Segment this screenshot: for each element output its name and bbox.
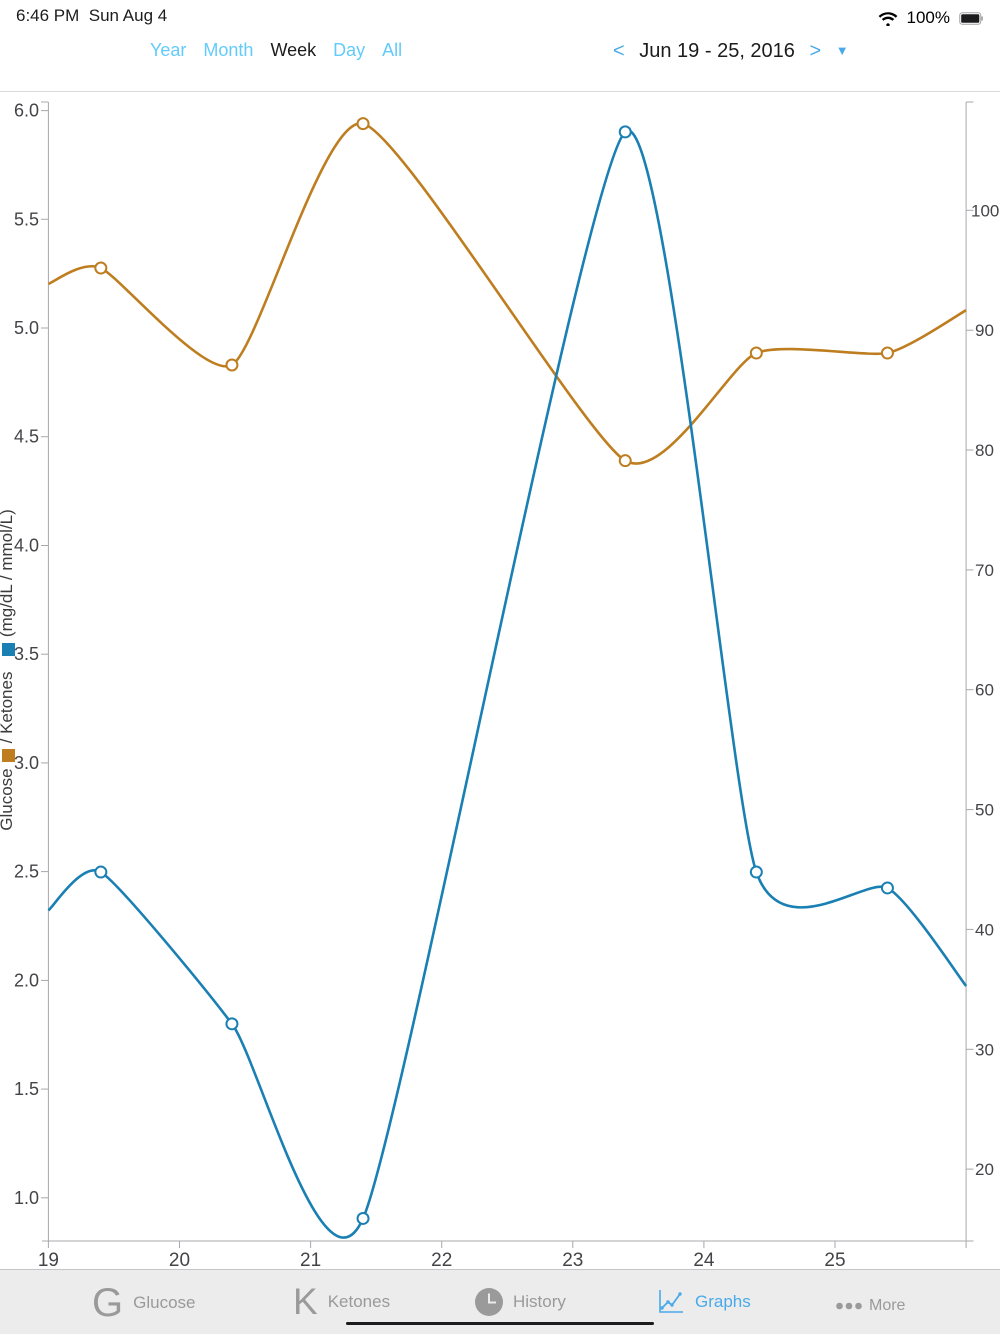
svg-text:80: 80 [975,441,994,460]
svg-text:22: 22 [431,1250,452,1269]
svg-text:3.5: 3.5 [14,644,39,664]
svg-text:3.0: 3.0 [14,753,39,773]
svg-text:6.0: 6.0 [14,101,39,121]
svg-text:24: 24 [693,1250,715,1269]
svg-text:23: 23 [562,1250,583,1269]
svg-text:90: 90 [975,321,994,340]
svg-text:70: 70 [975,561,994,580]
svg-text:2.5: 2.5 [14,862,39,882]
svg-text:5.5: 5.5 [14,209,39,229]
svg-text:4.0: 4.0 [14,536,39,556]
svg-text:19: 19 [38,1250,59,1269]
svg-text:25: 25 [824,1250,845,1269]
svg-text:50: 50 [975,801,994,820]
svg-text:2.0: 2.0 [14,970,39,990]
svg-text:60: 60 [975,681,994,700]
svg-text:1.0: 1.0 [14,1188,39,1208]
svg-text:5.0: 5.0 [14,318,39,338]
svg-text:100: 100 [971,201,999,220]
svg-text:21: 21 [300,1250,321,1269]
svg-text:40: 40 [975,920,994,939]
svg-text:20: 20 [169,1250,190,1269]
svg-text:4.5: 4.5 [14,427,39,447]
svg-text:30: 30 [975,1040,994,1059]
svg-text:1.5: 1.5 [14,1079,39,1099]
svg-text:20: 20 [975,1160,994,1179]
